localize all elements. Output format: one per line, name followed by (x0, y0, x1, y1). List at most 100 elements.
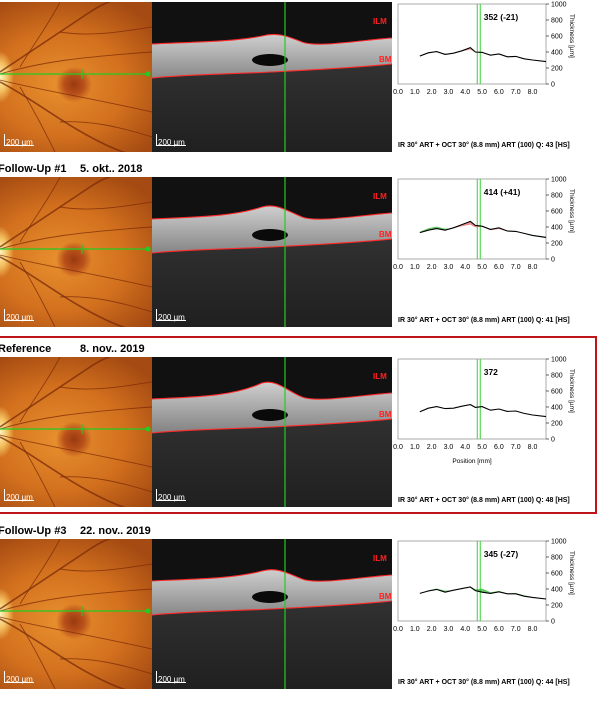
y-tick-label: 200 (551, 241, 563, 248)
ilm-label: ILM (373, 192, 387, 201)
scan-end-marker (145, 426, 151, 432)
thickness-diff-area (445, 590, 454, 593)
subretinal-lesion (252, 229, 288, 241)
thickness-profile-line (419, 220, 547, 238)
thickness-value-label: 352 (-21) (482, 12, 520, 22)
oct-bscan-image[interactable]: ILM BM 200 µm (152, 2, 392, 152)
retinal-vessel (59, 563, 152, 572)
x-tick-label: 4.0 (460, 264, 470, 271)
bm-boundary (152, 63, 392, 79)
ilm-boundary (152, 205, 392, 220)
y-tick-label: 400 (551, 50, 563, 57)
y-tick-label: 400 (551, 405, 563, 412)
fundus-ir-image[interactable]: 200 µm (0, 177, 152, 327)
choroid-region (152, 239, 392, 327)
scan-end-marker (145, 608, 151, 614)
fundus-ir-image[interactable]: 200 µm (0, 357, 152, 507)
thickness-value-label: 372 (482, 367, 499, 377)
y-tick-label: 400 (551, 587, 563, 594)
x-tick-label: 6.0 (494, 626, 504, 633)
y-tick-label: 0 (551, 257, 555, 264)
y-tick-label: 600 (551, 571, 563, 578)
retinal-vessel (19, 357, 61, 423)
fundus-scale-label: 200 µm (4, 489, 34, 502)
visit-name: Reference (0, 343, 52, 355)
oct-bscan-image[interactable]: ILM BM 200 µm (152, 357, 392, 507)
fundus-scale-label: 200 µm (4, 134, 34, 147)
y-axis-label: Thickness [µm] (568, 189, 575, 233)
retinal-vessel (59, 296, 152, 313)
y-tick-label: 400 (551, 225, 563, 232)
x-tick-label: 4.0 (460, 89, 470, 96)
x-tick-label: 1.0 (410, 444, 420, 451)
visit-date: 22. nov.. 2019 (80, 525, 151, 537)
y-tick-label: 0 (551, 619, 555, 626)
oct-scale-label: 200 µm (156, 309, 186, 322)
x-axis-label: Position [mm] (452, 458, 492, 465)
y-tick-label: 1000 (551, 2, 567, 9)
x-tick-label: 5.0 (477, 626, 487, 633)
plot-frame (397, 178, 547, 260)
retinal-vessel (59, 658, 152, 675)
x-tick-label: 8.0 (528, 264, 538, 271)
x-tick-label: 2.0 (427, 89, 437, 96)
x-tick-label: 5.0 (477, 264, 487, 271)
x-tick-label: 5.0 (477, 444, 487, 451)
retinal-vessel (0, 51, 152, 75)
visit-date: 5. okt.. 2018 (80, 163, 143, 175)
bm-boundary (152, 600, 392, 616)
oct-bscan-image[interactable]: ILM BM 200 µm (152, 539, 392, 689)
y-tick-label: 0 (551, 82, 555, 89)
x-tick-label: 8.0 (528, 89, 538, 96)
thickness-plot: 0 200 400 600 800 1000 Thickness [µm] 0.0 1.0 2.0… (393, 539, 596, 681)
thickness-value-label: 345 (-27) (482, 549, 520, 559)
x-tick-label: 7.0 (511, 264, 521, 271)
scan-end-marker (145, 246, 151, 252)
x-tick-label: 7.0 (511, 444, 521, 451)
thickness-plot: 0 200 400 600 800 1000 Thickness [µm] 0.0 1.0 2.0… (393, 357, 596, 499)
bm-label: BM (379, 230, 392, 239)
y-tick-label: 800 (551, 193, 563, 200)
scan-info-footer: IR 30° ART + OCT 30° (8.8 mm) ART (100) … (398, 142, 570, 149)
thickness-plot: 0 200 400 600 800 1000 Thickness [µm] 0.0 1.0 2.0… (393, 177, 596, 319)
x-tick-label: 3.0 (444, 89, 454, 96)
y-tick-label: 0 (551, 437, 555, 444)
y-tick-label: 800 (551, 373, 563, 380)
retinal-vessel (0, 434, 152, 468)
y-tick-label: 600 (551, 34, 563, 41)
thickness-plot: 0 200 400 600 800 1000 Thickness [µm] 0.0 1.0 2.0… (393, 2, 596, 144)
fundus-ir-image[interactable]: 200 µm (0, 2, 152, 152)
x-tick-label: 4.0 (460, 626, 470, 633)
retinal-vessel (0, 436, 127, 507)
oct-bscan-image[interactable]: ILM BM 200 µm (152, 177, 392, 327)
visit-row: 200 µm ILM BM 200 µm 0 200 400 600 800 1000 Thickn… (0, 0, 606, 163)
oct-scale-label: 200 µm (156, 134, 186, 147)
retinal-vessel (19, 2, 61, 68)
x-tick-label: 7.0 (511, 89, 521, 96)
ilm-boundary (152, 569, 392, 582)
retinal-vessel (0, 81, 127, 152)
retinal-vessel (0, 357, 152, 428)
y-axis-label: Thickness [µm] (568, 369, 575, 413)
x-tick-label: 0.0 (393, 264, 403, 271)
fundus-ir-image[interactable]: 200 µm (0, 539, 152, 689)
y-tick-label: 800 (551, 18, 563, 25)
x-tick-label: 8.0 (528, 626, 538, 633)
retinal-vessel (0, 177, 152, 248)
retinal-vessel (0, 254, 152, 288)
plot-frame (397, 358, 547, 440)
x-tick-label: 0.0 (393, 444, 403, 451)
retinal-vessel (59, 381, 152, 390)
retinal-vessel (0, 2, 152, 73)
x-tick-label: 3.0 (444, 444, 454, 451)
oct-scale-label: 200 µm (156, 671, 186, 684)
plot-frame (397, 540, 547, 622)
retinal-vessel (19, 441, 56, 507)
thickness-profile-line (419, 404, 547, 418)
ilm-label: ILM (373, 554, 387, 563)
x-tick-label: 1.0 (410, 264, 420, 271)
thickness-profile-line (419, 586, 547, 600)
x-tick-label: 0.0 (393, 89, 403, 96)
y-axis-label: Thickness [µm] (568, 551, 575, 595)
y-tick-label: 200 (551, 66, 563, 73)
